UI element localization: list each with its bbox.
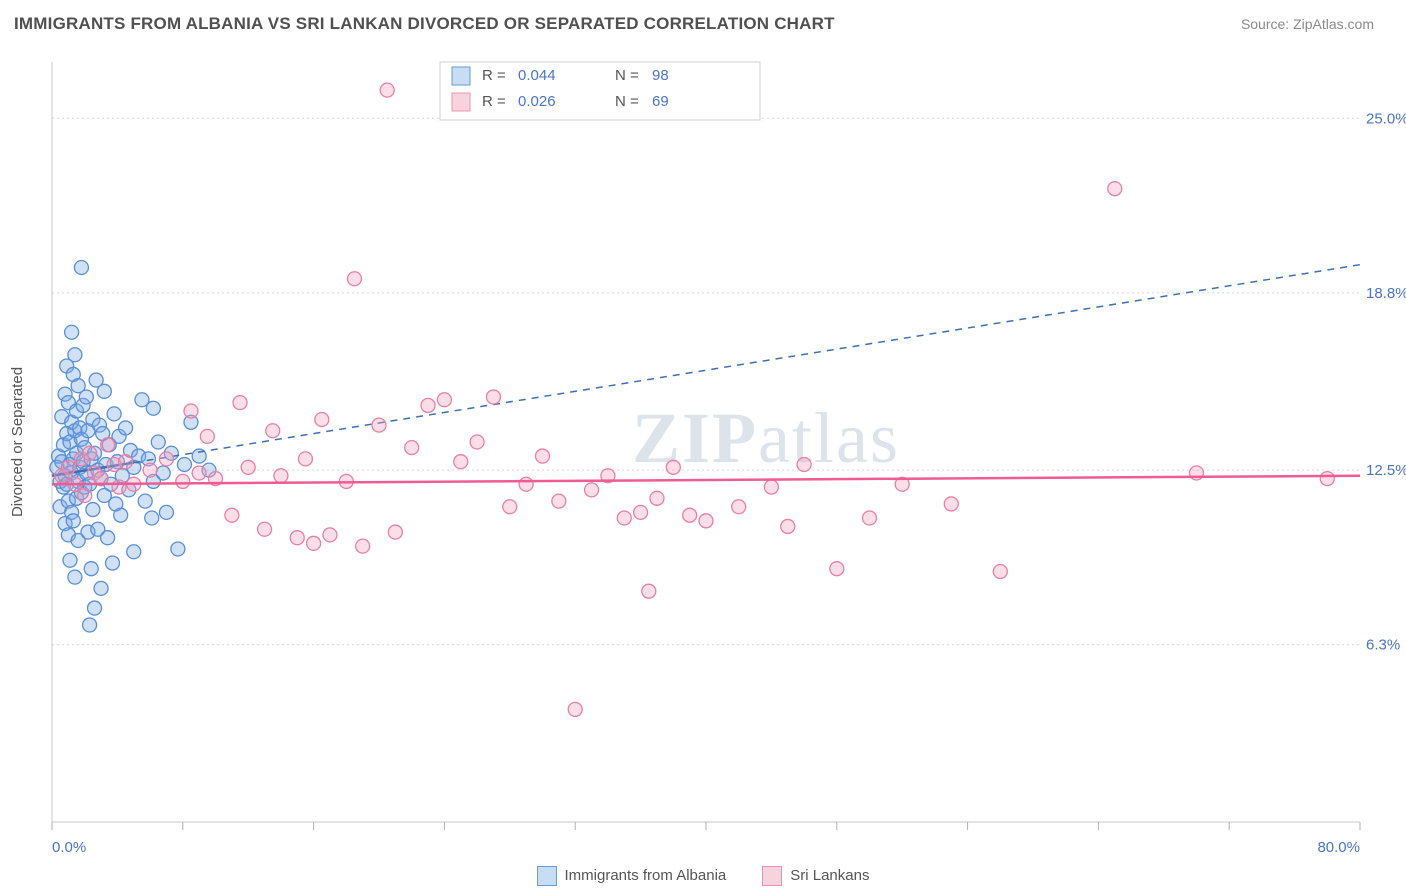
svg-text:N =: N =: [615, 67, 639, 84]
chart-title: IMMIGRANTS FROM ALBANIA VS SRI LANKAN DI…: [14, 14, 835, 34]
chart-header: IMMIGRANTS FROM ALBANIA VS SRI LANKAN DI…: [0, 0, 1406, 34]
svg-text:0.026: 0.026: [518, 93, 556, 110]
svg-text:18.8%: 18.8%: [1366, 285, 1406, 302]
svg-text:12.5%: 12.5%: [1366, 462, 1406, 479]
svg-text:98: 98: [652, 67, 669, 84]
svg-text:0.044: 0.044: [518, 67, 556, 84]
source-name: ZipAtlas.com: [1293, 16, 1374, 32]
chart-area: 6.3% 12.5% 18.8% 25.0% 0.0% 80.0% Divorced or …: [0, 50, 1406, 870]
svg-text:80.0%: 80.0%: [1317, 839, 1360, 856]
source-prefix: Source:: [1241, 16, 1293, 32]
footer-legend: Immigrants from Albania Sri Lankans: [0, 866, 1406, 886]
legend-label-series2: Sri Lankans: [790, 867, 869, 884]
svg-text:Divorced or Separated: Divorced or Separated: [9, 367, 26, 517]
svg-text:69: 69: [652, 93, 669, 110]
legend-label-series1: Immigrants from Albania: [565, 867, 727, 884]
legend-swatch-series2: [762, 866, 782, 886]
chart-source: Source: ZipAtlas.com: [1241, 16, 1374, 32]
svg-text:0.0%: 0.0%: [52, 839, 86, 856]
scatter-chart-svg: 6.3% 12.5% 18.8% 25.0% 0.0% 80.0% Divorced or …: [0, 50, 1406, 870]
legend-item-series2: Sri Lankans: [762, 866, 869, 886]
svg-text:6.3%: 6.3%: [1366, 637, 1400, 654]
svg-text:R =: R =: [482, 67, 506, 84]
svg-text:N =: N =: [615, 93, 639, 110]
legend-swatch-series1: [537, 866, 557, 886]
svg-text:R =: R =: [482, 93, 506, 110]
svg-text:25.0%: 25.0%: [1366, 110, 1406, 127]
legend-item-series1: Immigrants from Albania: [537, 866, 727, 886]
